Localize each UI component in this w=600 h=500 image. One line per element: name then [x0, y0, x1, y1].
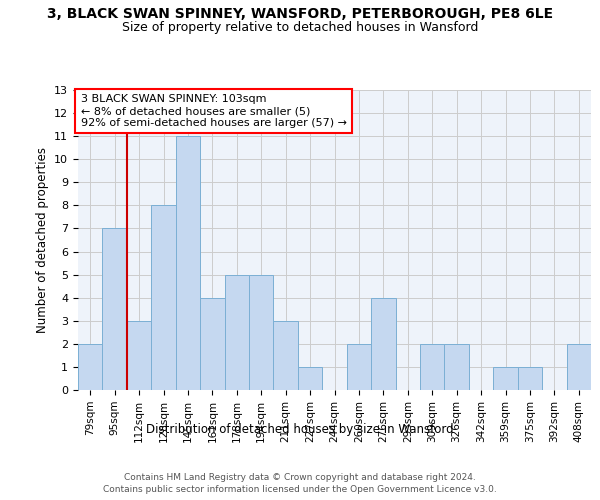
Bar	[274, 321, 298, 390]
Bar	[103, 228, 127, 390]
Bar	[518, 367, 542, 390]
Bar	[151, 206, 176, 390]
Bar	[420, 344, 445, 390]
Bar	[224, 274, 249, 390]
Bar	[445, 344, 469, 390]
Bar	[200, 298, 224, 390]
Y-axis label: Number of detached properties: Number of detached properties	[35, 147, 49, 333]
Text: Distribution of detached houses by size in Wansford: Distribution of detached houses by size …	[146, 422, 454, 436]
Text: Contains public sector information licensed under the Open Government Licence v3: Contains public sector information licen…	[103, 485, 497, 494]
Bar	[127, 321, 151, 390]
Bar	[347, 344, 371, 390]
Bar	[493, 367, 518, 390]
Bar	[298, 367, 322, 390]
Text: 3 BLACK SWAN SPINNEY: 103sqm
← 8% of detached houses are smaller (5)
92% of semi: 3 BLACK SWAN SPINNEY: 103sqm ← 8% of det…	[80, 94, 347, 128]
Text: 3, BLACK SWAN SPINNEY, WANSFORD, PETERBOROUGH, PE8 6LE: 3, BLACK SWAN SPINNEY, WANSFORD, PETERBO…	[47, 8, 553, 22]
Bar	[566, 344, 591, 390]
Bar	[249, 274, 274, 390]
Bar	[371, 298, 395, 390]
Bar	[78, 344, 103, 390]
Bar	[176, 136, 200, 390]
Text: Contains HM Land Registry data © Crown copyright and database right 2024.: Contains HM Land Registry data © Crown c…	[124, 472, 476, 482]
Text: Size of property relative to detached houses in Wansford: Size of property relative to detached ho…	[122, 21, 478, 34]
